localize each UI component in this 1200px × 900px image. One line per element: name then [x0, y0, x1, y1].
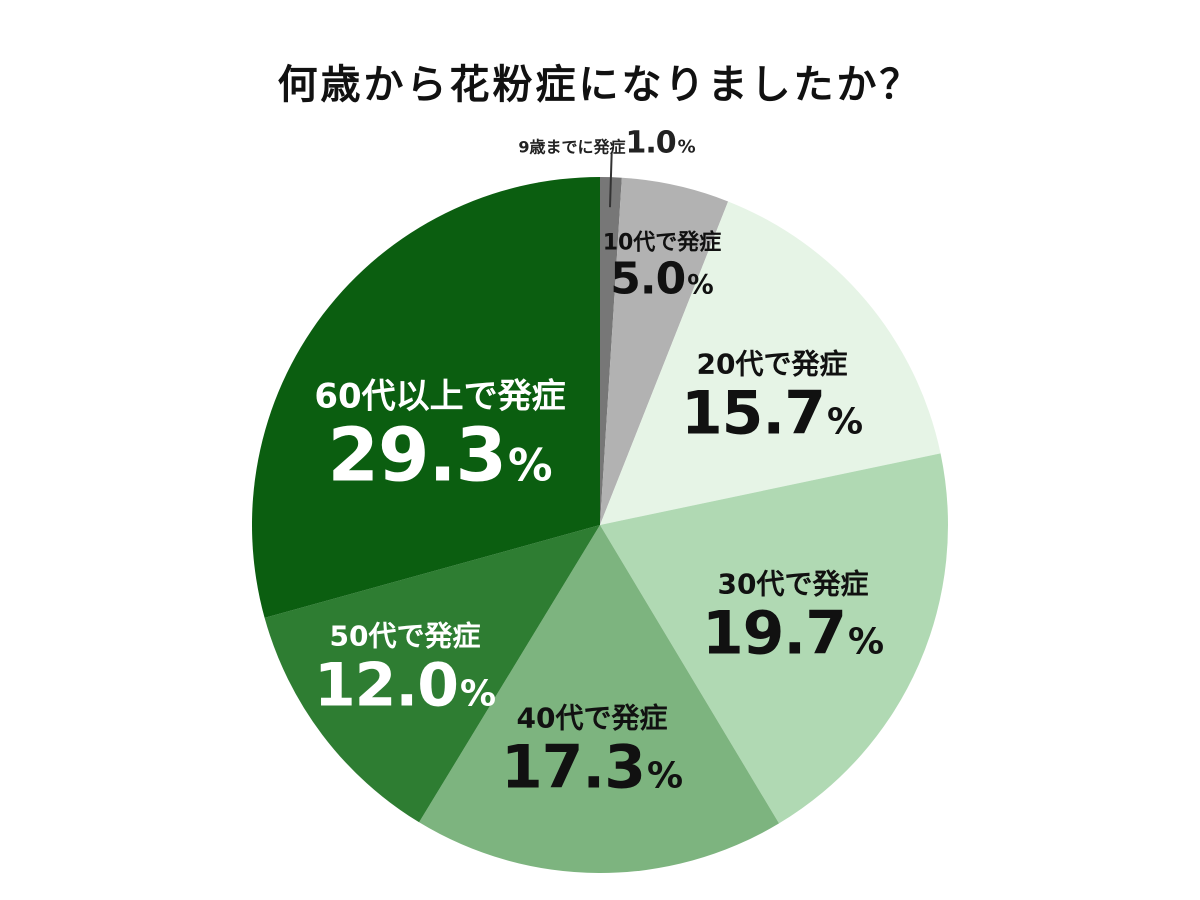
slice-label: 10代で発症 5.0% — [602, 230, 722, 305]
slice-label: 9歳までに発症1.0% — [518, 127, 695, 160]
pie-slice — [251, 177, 600, 618]
slice-category: 20代で発症 — [696, 347, 848, 381]
slice-category: 10代で発症 — [602, 230, 722, 256]
pie-slice — [600, 177, 729, 525]
slice-category: 60代以上で発症 — [314, 376, 566, 417]
slice-label: 30代で発症 19.7% — [701, 567, 885, 669]
slice-label: 50代で発症 12.0% — [313, 619, 497, 721]
slice-category: 9歳までに発症 — [518, 137, 626, 157]
pie-slice — [419, 525, 780, 874]
slice-value: 17.3% — [500, 732, 684, 803]
slice-category: 40代で発症 — [516, 701, 668, 735]
slice-value: 29.3% — [327, 413, 553, 499]
slice-value: 15.7% — [680, 378, 864, 449]
pie-slice — [264, 525, 600, 823]
slice-category: 30代で発症 — [717, 567, 869, 601]
slice-value: 19.7% — [701, 598, 885, 669]
slice-label: 60代以上で発症 29.3% — [314, 376, 566, 499]
pie-slice — [600, 201, 941, 525]
chart-title: 何歳から花粉症になりましたか？ — [277, 62, 923, 108]
slice-value: 12.0% — [313, 650, 497, 721]
leader-line — [608, 153, 613, 208]
pie-slice — [600, 177, 622, 525]
slice-category: 50代で発症 — [329, 619, 481, 653]
slice-label: 20代で発症 15.7% — [680, 347, 864, 449]
slice-label: 40代で発症 17.3% — [500, 701, 684, 803]
slice-value: 5.0% — [610, 253, 714, 305]
slice-value: 1.0% — [625, 125, 696, 161]
pie-slice — [600, 453, 949, 824]
